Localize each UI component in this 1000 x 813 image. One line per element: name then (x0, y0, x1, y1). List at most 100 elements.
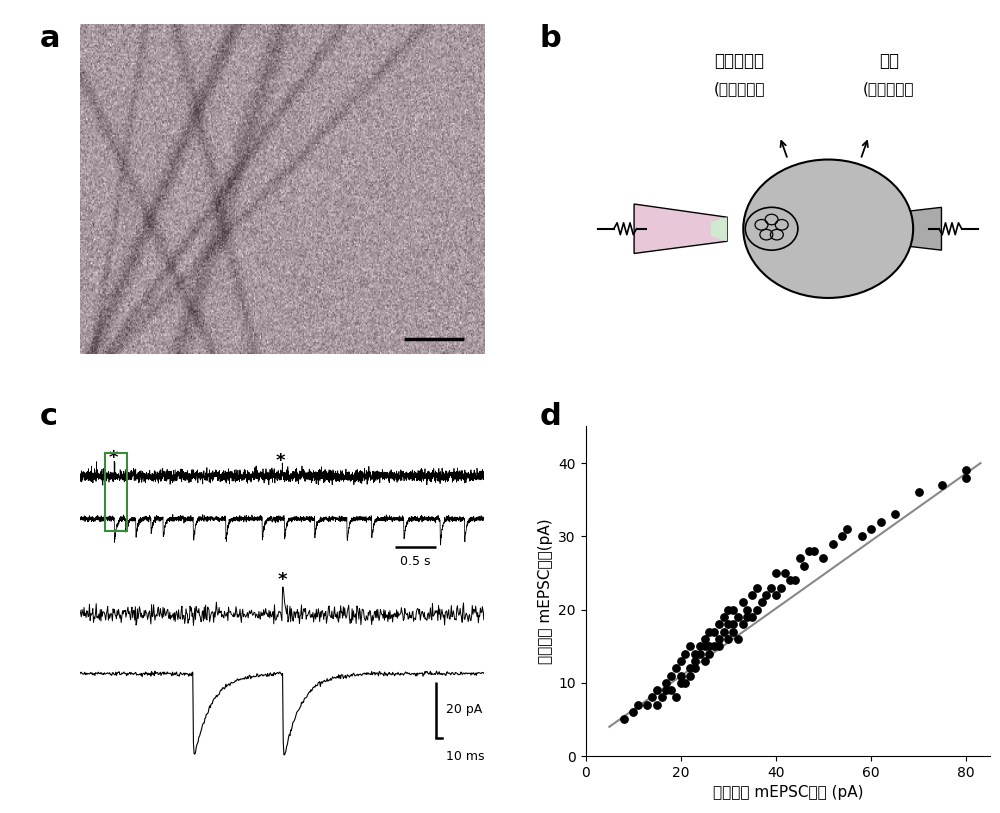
X-axis label: 全细胞钒 mEPSC大小 (pA): 全细胞钒 mEPSC大小 (pA) (713, 785, 863, 800)
Text: *: * (275, 452, 285, 470)
Text: *: * (108, 449, 118, 467)
Point (711, 618, 727, 631)
Point (673, 654, 689, 667)
Point (754, 596, 770, 609)
Text: (松膜片钒）: (松膜片钒） (713, 81, 765, 96)
Point (749, 581, 765, 594)
Point (682, 669, 698, 682)
Point (682, 662, 698, 675)
Point (768, 567, 784, 580)
Point (663, 684, 679, 697)
Point (792, 552, 808, 565)
Point (673, 669, 689, 682)
Y-axis label: 松膜片钒 mEPSC大小(pA): 松膜片钒 mEPSC大小(pA) (538, 519, 553, 664)
Point (697, 640, 713, 653)
Point (834, 530, 850, 543)
Point (725, 618, 741, 631)
Text: 0.5 s: 0.5 s (400, 555, 431, 568)
Point (654, 691, 670, 704)
Point (687, 647, 703, 660)
Point (815, 552, 831, 565)
Point (758, 589, 774, 602)
Bar (105, 453, 127, 532)
Point (934, 479, 950, 492)
Point (825, 537, 841, 550)
Text: c: c (40, 402, 58, 432)
Point (720, 633, 736, 646)
Point (706, 640, 722, 653)
Point (701, 647, 717, 660)
Point (773, 581, 789, 594)
Point (716, 625, 732, 638)
Point (701, 625, 717, 638)
Point (668, 691, 684, 704)
Point (706, 625, 722, 638)
Point (692, 647, 708, 660)
Point (725, 625, 741, 638)
Point (806, 545, 822, 558)
Point (677, 647, 693, 660)
Text: a: a (40, 24, 60, 54)
Point (658, 676, 674, 689)
Text: b: b (540, 24, 562, 54)
Point (644, 691, 660, 704)
Text: 10 ms: 10 ms (446, 750, 485, 763)
Point (958, 472, 974, 485)
Polygon shape (848, 207, 941, 250)
Point (739, 611, 755, 624)
Text: *: * (277, 571, 287, 589)
Point (677, 676, 693, 689)
Point (863, 523, 879, 536)
Point (697, 654, 713, 667)
Text: 20 pA: 20 pA (446, 703, 482, 716)
Point (649, 684, 665, 697)
Point (720, 603, 736, 616)
Point (735, 596, 751, 609)
Text: 胞体: 胞体 (879, 52, 899, 70)
Point (639, 698, 655, 711)
Point (787, 574, 803, 587)
Point (711, 640, 727, 653)
Point (658, 684, 674, 697)
Point (692, 640, 708, 653)
Point (768, 589, 784, 602)
Polygon shape (634, 204, 727, 254)
Point (777, 567, 793, 580)
Point (730, 611, 746, 624)
Point (801, 545, 817, 558)
Point (887, 508, 903, 521)
Point (958, 464, 974, 477)
Point (649, 698, 665, 711)
Point (716, 611, 732, 624)
Point (663, 669, 679, 682)
Point (839, 523, 855, 536)
Point (682, 640, 698, 653)
Circle shape (743, 159, 913, 298)
Point (744, 611, 760, 624)
Point (854, 530, 870, 543)
Point (625, 706, 641, 719)
Point (711, 633, 727, 646)
Point (730, 633, 746, 646)
Point (744, 589, 760, 602)
Point (739, 603, 755, 616)
Point (673, 676, 689, 689)
Point (720, 618, 736, 631)
Point (763, 581, 779, 594)
Point (911, 486, 927, 499)
Point (873, 515, 889, 528)
Point (630, 698, 646, 711)
Point (687, 654, 703, 667)
Text: (全细胞钒）: (全细胞钒） (863, 81, 915, 96)
Text: 微小单突触: 微小单突触 (714, 52, 764, 70)
Text: d: d (540, 402, 562, 432)
Point (687, 662, 703, 675)
Point (616, 713, 632, 726)
Point (668, 662, 684, 675)
Polygon shape (711, 217, 727, 241)
Point (697, 633, 713, 646)
Point (735, 618, 751, 631)
Point (782, 574, 798, 587)
Point (725, 603, 741, 616)
Point (796, 559, 812, 572)
